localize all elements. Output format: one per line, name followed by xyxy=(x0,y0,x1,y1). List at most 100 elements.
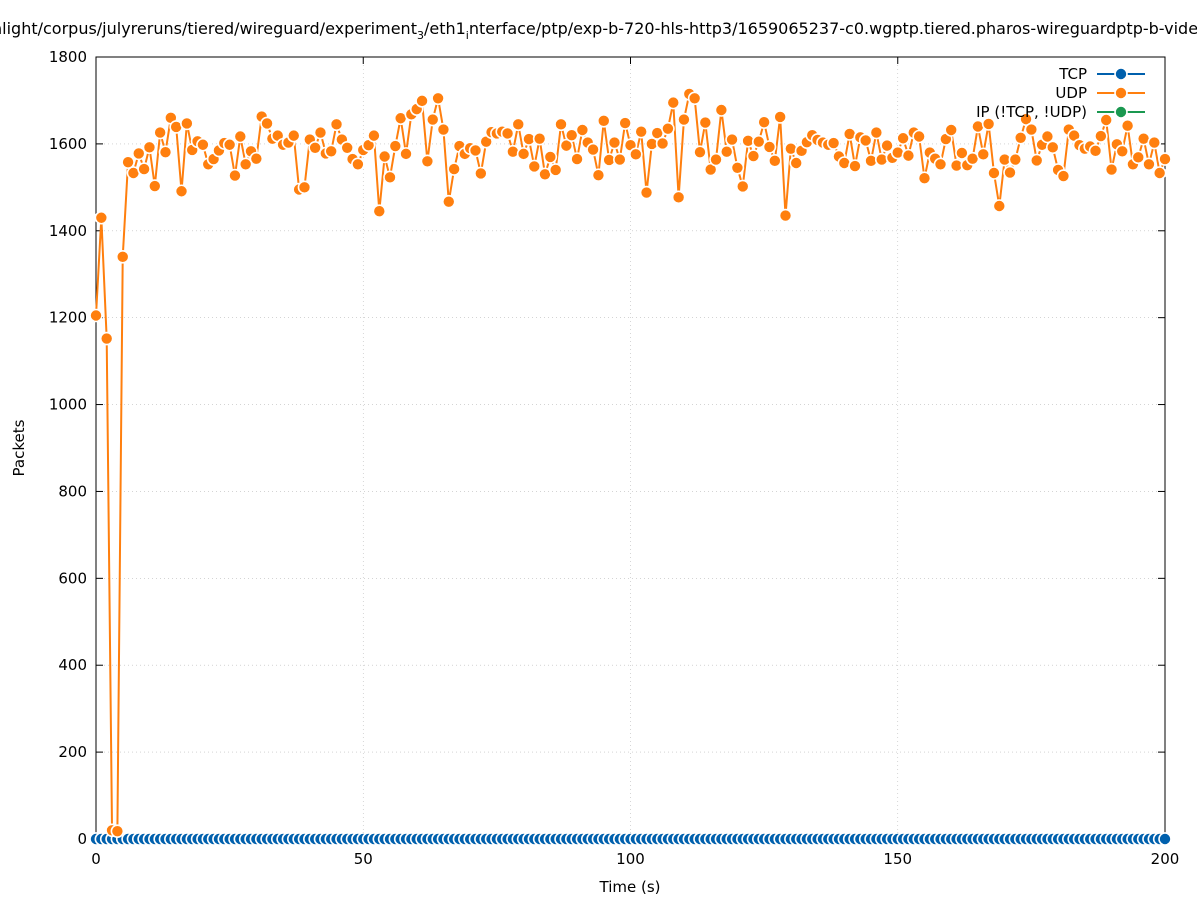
y-tick-label: 800 xyxy=(58,482,87,500)
data-point xyxy=(693,145,707,159)
data-point xyxy=(110,824,125,838)
x-tick-label: 0 xyxy=(91,850,101,868)
data-point xyxy=(613,152,627,167)
data-point xyxy=(901,148,916,163)
data-point xyxy=(340,141,355,155)
data-point xyxy=(976,147,991,162)
data-point xyxy=(420,154,435,169)
data-point xyxy=(709,152,723,167)
data-point xyxy=(142,140,157,155)
y-tick-label: 0 xyxy=(77,830,87,848)
data-point xyxy=(500,126,515,141)
data-point xyxy=(548,163,563,177)
data-point xyxy=(474,166,488,181)
data-point xyxy=(436,122,451,137)
data-point xyxy=(1158,152,1172,166)
data-point xyxy=(773,110,787,124)
data-point xyxy=(308,141,322,155)
data-point xyxy=(1147,135,1162,150)
y-tick-label: 200 xyxy=(58,743,87,761)
y-tick-label: 1200 xyxy=(49,309,87,327)
data-point xyxy=(596,114,611,128)
data-point xyxy=(634,124,648,139)
x-tick-label: 100 xyxy=(616,850,645,868)
data-point xyxy=(468,143,483,158)
data-point xyxy=(666,95,681,110)
data-point xyxy=(607,135,622,150)
data-point xyxy=(516,147,531,161)
data-point xyxy=(137,162,151,176)
data-point xyxy=(1131,150,1146,165)
data-point xyxy=(789,156,804,170)
data-point xyxy=(286,128,301,143)
data-point xyxy=(933,157,948,172)
legend-swatch-marker xyxy=(1114,86,1128,100)
data-point xyxy=(981,117,996,131)
data-point xyxy=(324,144,338,159)
data-point xyxy=(639,185,654,200)
data-point xyxy=(869,125,884,140)
data-point xyxy=(618,116,632,130)
data-point xyxy=(431,91,445,106)
data-point xyxy=(372,204,387,219)
data-point xyxy=(94,210,109,225)
x-tick-label: 50 xyxy=(354,850,373,868)
data-point xyxy=(447,162,461,176)
x-tick-label: 150 xyxy=(883,850,912,868)
legend-label: UDP xyxy=(1055,84,1087,102)
data-point xyxy=(367,128,381,143)
data-point xyxy=(388,139,403,153)
data-point xyxy=(89,308,103,323)
legend-item: IP (!TCP, !UDP) xyxy=(976,103,1145,121)
data-point xyxy=(121,155,135,169)
data-point xyxy=(383,170,397,185)
data-point xyxy=(377,149,392,164)
data-point xyxy=(196,137,210,152)
data-point xyxy=(1115,144,1130,159)
data-point xyxy=(158,145,173,159)
data-point xyxy=(1008,152,1023,167)
data-point xyxy=(506,144,520,159)
data-point xyxy=(180,116,194,131)
data-point xyxy=(115,250,130,264)
legend-label: IP (!TCP, !UDP) xyxy=(976,103,1087,121)
series-layer xyxy=(89,87,1172,846)
data-point xyxy=(1029,153,1044,168)
data-point xyxy=(564,128,579,142)
data-point xyxy=(1003,165,1017,180)
data-point xyxy=(527,159,542,174)
data-point xyxy=(228,168,242,183)
legend-item: TCP xyxy=(1058,65,1145,83)
data-point xyxy=(698,115,713,130)
data-point xyxy=(746,149,761,163)
legend-swatch-marker xyxy=(1114,67,1128,81)
data-point xyxy=(399,147,413,161)
data-point xyxy=(768,154,782,168)
data-point xyxy=(415,94,429,108)
data-point xyxy=(297,180,312,195)
data-point xyxy=(858,133,873,148)
data-point xyxy=(329,117,344,132)
data-point xyxy=(661,121,675,136)
data-point xyxy=(148,179,162,193)
series-tcp xyxy=(89,832,1172,846)
data-point xyxy=(1045,140,1060,155)
data-point xyxy=(1040,129,1055,144)
data-point xyxy=(912,129,926,144)
data-point xyxy=(543,150,558,164)
data-point xyxy=(1013,131,1028,145)
data-point xyxy=(238,157,253,172)
data-point xyxy=(1019,112,1033,126)
data-point xyxy=(992,199,1007,213)
legend-swatch-marker xyxy=(1114,105,1128,119)
data-point xyxy=(425,112,440,127)
data-point xyxy=(730,160,745,175)
data-point xyxy=(762,140,777,154)
data-point xyxy=(559,138,574,153)
y-tick-label: 400 xyxy=(58,656,87,674)
data-point xyxy=(1088,144,1103,158)
data-point xyxy=(917,171,932,186)
data-point xyxy=(677,112,691,127)
axis-ticks: 0 200 400 600 800 1000 1200 1400 1600 1800 0 50 100 1… xyxy=(49,48,1180,868)
